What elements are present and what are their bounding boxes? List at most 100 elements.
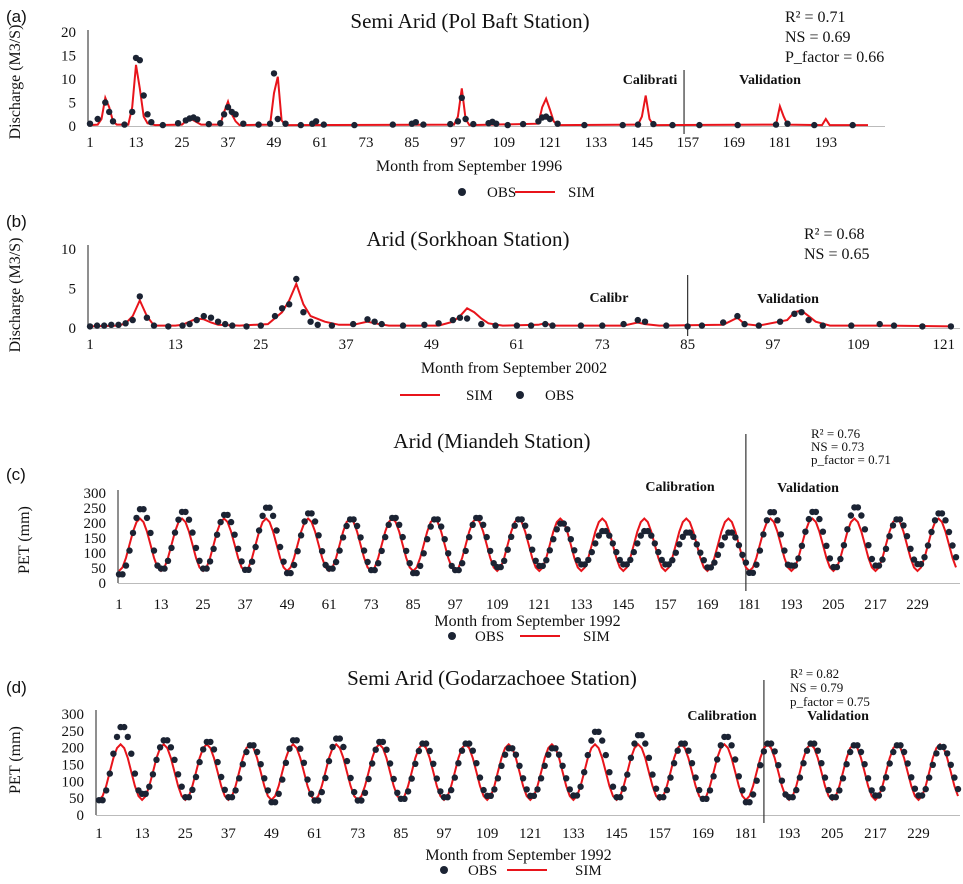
x-tick-label: 13 — [154, 597, 169, 613]
obs-point — [546, 115, 554, 123]
obs-point — [861, 761, 868, 768]
obs-point — [129, 316, 136, 324]
x-tick-label: 61 — [312, 135, 327, 151]
y-tick-label: 200 — [84, 516, 107, 532]
obs-point — [512, 751, 520, 758]
obs-point — [483, 533, 490, 541]
obs-point — [275, 790, 282, 797]
x-axis-title: Month from September 1992 — [434, 613, 620, 630]
obs-point — [684, 323, 691, 330]
x-tick-label: 109 — [493, 135, 516, 151]
obs-point — [854, 504, 862, 511]
legend-label-obs: OBS — [487, 185, 516, 201]
obs-point — [700, 557, 707, 564]
obs-point — [361, 789, 369, 796]
obs-point — [889, 522, 897, 529]
obs-point — [511, 522, 518, 529]
chart-panel-b: (b) Arid (Sorkhoan Station) R² = 0.68 NS = … — [6, 212, 960, 404]
obs-point — [688, 760, 696, 767]
legend-obs-marker — [440, 866, 448, 874]
legend-label-sim: SIM — [575, 863, 602, 879]
obs-point — [480, 786, 487, 794]
obs-point — [314, 321, 321, 328]
obs-point — [669, 557, 676, 564]
x-tick-label: 49 — [280, 597, 295, 613]
obs-point — [203, 565, 210, 572]
obs-point — [167, 744, 175, 751]
obs-point — [164, 557, 172, 564]
obs-point — [175, 516, 182, 523]
y-tick-label: 100 — [62, 774, 85, 790]
obs-point — [476, 514, 483, 522]
y-tick-label: 150 — [84, 531, 107, 547]
obs-point — [676, 541, 683, 548]
obs-point — [293, 737, 300, 744]
obs-point — [513, 322, 521, 329]
fit-statistic: R² = 0.76 — [811, 426, 861, 441]
obs-point — [840, 542, 848, 549]
obs-point — [720, 319, 727, 326]
obs-point — [749, 791, 757, 798]
obs-point — [146, 783, 153, 790]
obs-point — [714, 551, 722, 558]
obs-point — [426, 747, 433, 755]
obs-point — [417, 562, 424, 570]
obs-point — [207, 314, 215, 321]
obs-point — [455, 566, 462, 574]
obs-point — [753, 777, 760, 784]
obs-point — [318, 548, 326, 555]
obs-point — [825, 786, 832, 794]
obs-point — [620, 785, 627, 792]
obs-point — [371, 318, 378, 325]
obs-point — [875, 562, 883, 569]
obs-point — [518, 516, 525, 523]
x-tick-label: 205 — [821, 826, 844, 842]
obs-point — [455, 760, 462, 767]
obs-point — [595, 728, 602, 735]
obs-point — [422, 740, 430, 747]
obs-point — [921, 554, 928, 561]
obs-point — [847, 512, 855, 519]
obs-point — [634, 121, 642, 128]
obs-point — [159, 121, 166, 129]
obs-point — [293, 275, 300, 283]
obs-point — [217, 518, 224, 526]
obs-point — [238, 558, 245, 565]
obs-point — [231, 531, 238, 538]
obs-point — [329, 565, 336, 572]
obs-point — [458, 94, 465, 102]
obs-point — [933, 750, 940, 757]
obs-point — [447, 120, 454, 128]
obs-point — [259, 512, 266, 519]
y-tick-label: 5 — [69, 96, 77, 112]
obs-point — [749, 569, 757, 576]
obs-point — [724, 733, 732, 741]
obs-point — [616, 556, 623, 564]
obs-point — [228, 794, 236, 801]
fit-statistic: p_factor = 0.75 — [790, 694, 870, 709]
obs-point — [269, 512, 277, 519]
obs-point — [437, 788, 444, 795]
obs-point — [307, 318, 314, 325]
fit-statistic: NS = 0.65 — [804, 246, 869, 263]
obs-point — [798, 542, 806, 549]
obs-point — [282, 759, 290, 766]
obs-point — [448, 786, 455, 794]
obs-point — [819, 528, 827, 535]
y-tick-label: 250 — [62, 724, 85, 740]
obs-point — [658, 556, 665, 564]
obs-point — [189, 786, 196, 793]
obs-point — [325, 757, 333, 765]
chart-panel-a: (a) Semi Arid (Pol Baft Station) R² = 0.71… — [6, 7, 885, 201]
obs-point — [674, 747, 681, 754]
obs-point — [864, 775, 872, 782]
obs-point — [336, 735, 343, 742]
obs-point — [297, 532, 305, 539]
obs-point — [350, 516, 357, 523]
obs-point — [297, 121, 304, 129]
obs-point — [194, 116, 201, 123]
obs-point — [196, 758, 203, 766]
x-tick-label: 133 — [585, 135, 608, 151]
obs-point — [541, 762, 548, 769]
obs-point — [951, 774, 958, 781]
